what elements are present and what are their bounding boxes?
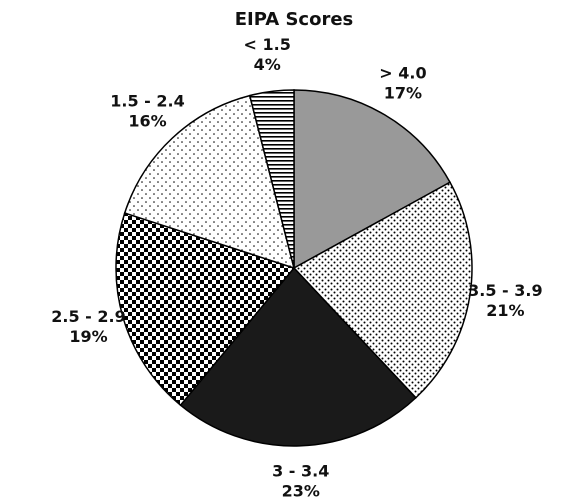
pie-slice — [293, 89, 452, 270]
pie-slice — [123, 94, 296, 270]
slice-value-label: 21% — [486, 301, 524, 320]
slice-label: > 4.0 — [379, 63, 426, 82]
slice-label: 2.5 - 2.9 — [51, 307, 125, 326]
slice-label: 1.5 - 2.4 — [110, 92, 184, 111]
pie-slice — [248, 89, 295, 269]
chart-title: EIPA Scores — [235, 9, 354, 30]
slice-value-label: 16% — [128, 112, 166, 131]
slice-label: < 1.5 — [244, 35, 291, 54]
slice-value-label: 4% — [254, 55, 281, 74]
slice-value-label: 23% — [282, 481, 320, 500]
pie-slice — [292, 181, 473, 399]
pie-slice — [115, 212, 296, 407]
slice-value-label: 19% — [69, 327, 107, 346]
slice-value-label: 17% — [384, 83, 422, 102]
slice-label: 3 - 3.4 — [272, 461, 329, 480]
slice-label: 3.5 - 3.9 — [468, 281, 542, 300]
pie-slice — [179, 266, 417, 447]
